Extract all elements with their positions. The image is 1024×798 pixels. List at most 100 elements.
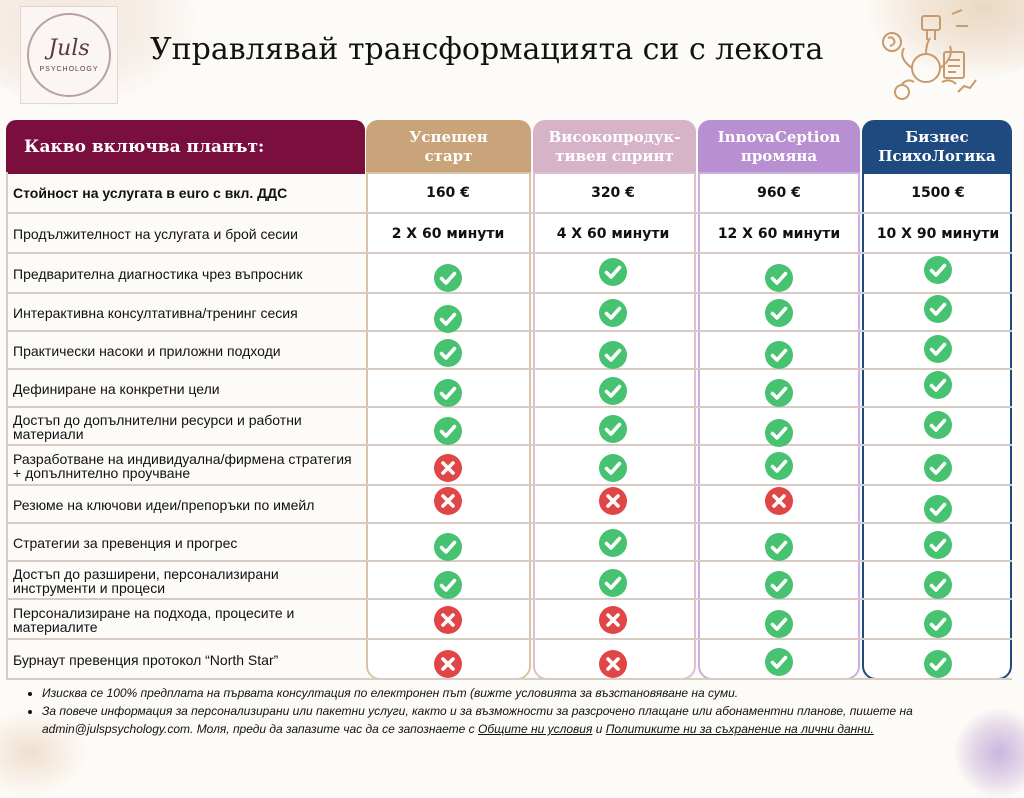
plan-header-innovaception-promyana[interactable]: InnovaCeption промяна bbox=[698, 120, 860, 174]
table-row bbox=[6, 640, 1012, 680]
check-icon bbox=[764, 340, 794, 370]
check-icon bbox=[923, 570, 953, 600]
check-icon bbox=[598, 528, 628, 558]
plan-name-line1: Високопродук- bbox=[548, 128, 681, 146]
cross-icon bbox=[433, 453, 463, 483]
cross-icon bbox=[598, 649, 628, 679]
check-icon bbox=[923, 453, 953, 483]
check-icon bbox=[433, 378, 463, 408]
row-value: 12 X 60 минути bbox=[717, 226, 841, 242]
row-label: Достъп до разширени, персонализирани инс… bbox=[13, 566, 279, 596]
plan-header-visokoproduktiven-sprint[interactable]: Високопродук-тивен спринт bbox=[533, 120, 696, 174]
check-icon bbox=[433, 338, 463, 368]
plan-header-uspeshen-start[interactable]: Успешен старт bbox=[366, 120, 531, 174]
check-icon bbox=[433, 532, 463, 562]
check-icon bbox=[764, 263, 794, 293]
check-icon bbox=[923, 370, 953, 400]
table-row bbox=[6, 446, 1012, 486]
row-value: 960 € bbox=[757, 185, 801, 201]
table-row bbox=[6, 294, 1012, 332]
plan-name-line2: тивен спринт bbox=[555, 147, 674, 165]
check-icon bbox=[923, 649, 953, 679]
page-title: Управлявай трансформацията си с лекота bbox=[150, 32, 824, 67]
check-icon bbox=[923, 255, 953, 285]
row-label: Практически насоки и приложни подходи bbox=[13, 343, 281, 359]
row-value: 2 X 60 минути bbox=[391, 226, 505, 242]
check-icon bbox=[764, 609, 794, 639]
check-icon bbox=[598, 298, 628, 328]
check-icon bbox=[598, 453, 628, 483]
table-header-label: Какво включва планът: bbox=[6, 120, 365, 174]
plan-name-line1: InnovaCeption bbox=[717, 128, 841, 146]
table-row bbox=[6, 562, 1012, 600]
cross-icon bbox=[433, 649, 463, 679]
check-icon bbox=[923, 294, 953, 324]
check-icon bbox=[923, 334, 953, 364]
row-label: Резюме на ключови идеи/препоръки по имей… bbox=[13, 497, 315, 513]
row-label: Дефиниране на конкретни цели bbox=[13, 381, 220, 397]
table-row bbox=[6, 172, 1012, 214]
check-icon bbox=[764, 298, 794, 328]
check-icon bbox=[923, 530, 953, 560]
brand-logo[interactable]: Juls PSYCHOLOGY bbox=[20, 6, 118, 104]
plan-name-line2: ПсихоЛогика bbox=[878, 147, 996, 165]
footnote-and: и bbox=[592, 722, 606, 736]
row-value: 10 X 90 минути bbox=[876, 226, 1000, 242]
check-icon bbox=[598, 340, 628, 370]
check-icon bbox=[764, 451, 794, 481]
footnote-contact-text: За повече информация за персонализирани … bbox=[42, 704, 913, 736]
table-row bbox=[6, 214, 1012, 254]
check-icon bbox=[764, 418, 794, 448]
check-icon bbox=[923, 494, 953, 524]
table-row bbox=[6, 370, 1012, 408]
check-icon bbox=[764, 532, 794, 562]
check-icon bbox=[764, 647, 794, 677]
cross-icon bbox=[433, 486, 463, 516]
plan-header-biznes-psihologika[interactable]: Бизнес ПсихоЛогика bbox=[862, 120, 1012, 174]
plan-name-line2: промяна bbox=[740, 147, 818, 165]
cross-icon bbox=[598, 605, 628, 635]
plan-name-line1: Бизнес bbox=[905, 128, 969, 146]
row-value: 320 € bbox=[591, 185, 635, 201]
cross-icon bbox=[433, 605, 463, 635]
check-icon bbox=[598, 414, 628, 444]
row-label: Разработване на индивидуална/фирмена стр… bbox=[13, 451, 352, 481]
check-icon bbox=[433, 304, 463, 334]
row-labels-column bbox=[6, 172, 368, 680]
check-icon bbox=[433, 570, 463, 600]
business-illustration-icon bbox=[882, 9, 977, 100]
check-icon bbox=[598, 257, 628, 287]
table-row bbox=[6, 600, 1012, 640]
footnote-contact: За повече информация за персонализирани … bbox=[42, 702, 1004, 738]
cross-icon bbox=[764, 486, 794, 516]
privacy-link[interactable]: Политиките ни за съхранение на лични дан… bbox=[605, 722, 874, 736]
table-row bbox=[6, 524, 1012, 562]
check-icon bbox=[433, 263, 463, 293]
table-row bbox=[6, 486, 1012, 524]
check-icon bbox=[433, 416, 463, 446]
row-label: Продължителност на услугата и брой сесии bbox=[13, 226, 298, 242]
logo-ring: Juls PSYCHOLOGY bbox=[27, 13, 111, 97]
check-icon bbox=[764, 378, 794, 408]
logo-subtitle: PSYCHOLOGY bbox=[39, 65, 99, 73]
cross-icon bbox=[598, 486, 628, 516]
footnotes: Изисква се 100% предплата на първата кон… bbox=[24, 684, 1004, 738]
check-icon bbox=[923, 609, 953, 639]
logo-wordmark: Juls bbox=[48, 35, 90, 61]
row-label: Достъп до допълнителни ресурси и работни… bbox=[13, 412, 302, 442]
table-row bbox=[6, 332, 1012, 370]
check-icon bbox=[764, 570, 794, 600]
row-label: Интерактивна консултативна/тренинг сесия bbox=[13, 305, 298, 321]
terms-link[interactable]: Общите ни условия bbox=[478, 722, 593, 736]
row-label: Персонализиране на подхода, процесите и … bbox=[13, 605, 295, 635]
check-icon bbox=[923, 410, 953, 440]
row-value: 1500 € bbox=[911, 185, 965, 201]
row-value: 160 € bbox=[426, 185, 470, 201]
row-value: 4 X 60 минути bbox=[556, 226, 670, 242]
row-label: Стратегии за превенция и прогрес bbox=[13, 535, 238, 551]
row-label: Стойност на услугата в euro с вкл. ДДС bbox=[13, 185, 288, 201]
check-icon bbox=[598, 568, 628, 598]
row-label: Бурнаут превенция протокол “North Star” bbox=[13, 652, 279, 668]
table-row bbox=[6, 254, 1012, 294]
check-icon bbox=[598, 376, 628, 406]
